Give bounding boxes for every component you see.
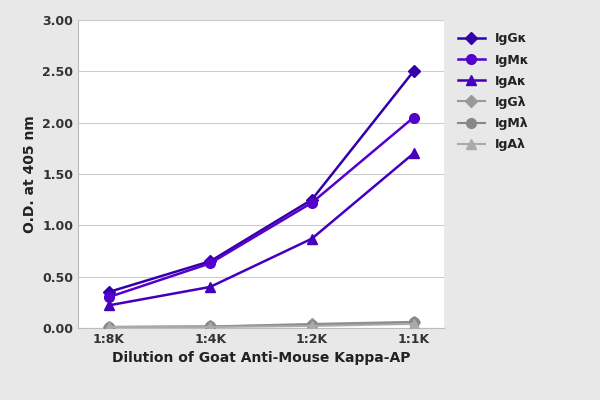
Line: IgGλ: IgGλ <box>104 318 418 331</box>
IgGλ <box>308 322 316 326</box>
IgMλ <box>308 322 316 327</box>
Line: IgAκ: IgAκ <box>104 149 418 310</box>
Line: IgMλ: IgMλ <box>104 318 418 332</box>
IgMλ <box>105 324 112 329</box>
X-axis label: Dilution of Goat Anti-Mouse Kappa-AP: Dilution of Goat Anti-Mouse Kappa-AP <box>112 352 410 366</box>
IgAκ <box>105 303 112 308</box>
IgMκ <box>206 261 214 266</box>
IgGκ <box>206 259 214 264</box>
IgMκ <box>410 115 417 120</box>
IgAκ <box>206 284 214 289</box>
IgAλ <box>105 324 112 329</box>
IgAλ <box>308 324 316 328</box>
IgGκ <box>308 197 316 202</box>
Line: IgGκ: IgGκ <box>104 67 418 296</box>
IgMκ <box>308 200 316 205</box>
IgGκ <box>410 69 417 74</box>
Line: IgMκ: IgMκ <box>104 113 418 302</box>
IgAλ <box>410 322 417 326</box>
IgAλ <box>206 324 214 329</box>
IgAκ <box>410 151 417 156</box>
IgAκ <box>308 236 316 241</box>
IgMλ <box>410 320 417 325</box>
Y-axis label: O.D. at 405 nm: O.D. at 405 nm <box>23 115 37 233</box>
IgGλ <box>206 324 214 329</box>
IgGλ <box>410 320 417 324</box>
IgGκ <box>105 290 112 294</box>
IgMκ <box>105 295 112 300</box>
Legend: IgGκ, IgMκ, IgAκ, IgGλ, IgMλ, IgAλ: IgGκ, IgMκ, IgAκ, IgGλ, IgMλ, IgAλ <box>458 32 530 151</box>
Line: IgAλ: IgAλ <box>104 319 418 332</box>
IgGλ <box>105 324 112 329</box>
IgMλ <box>206 324 214 329</box>
